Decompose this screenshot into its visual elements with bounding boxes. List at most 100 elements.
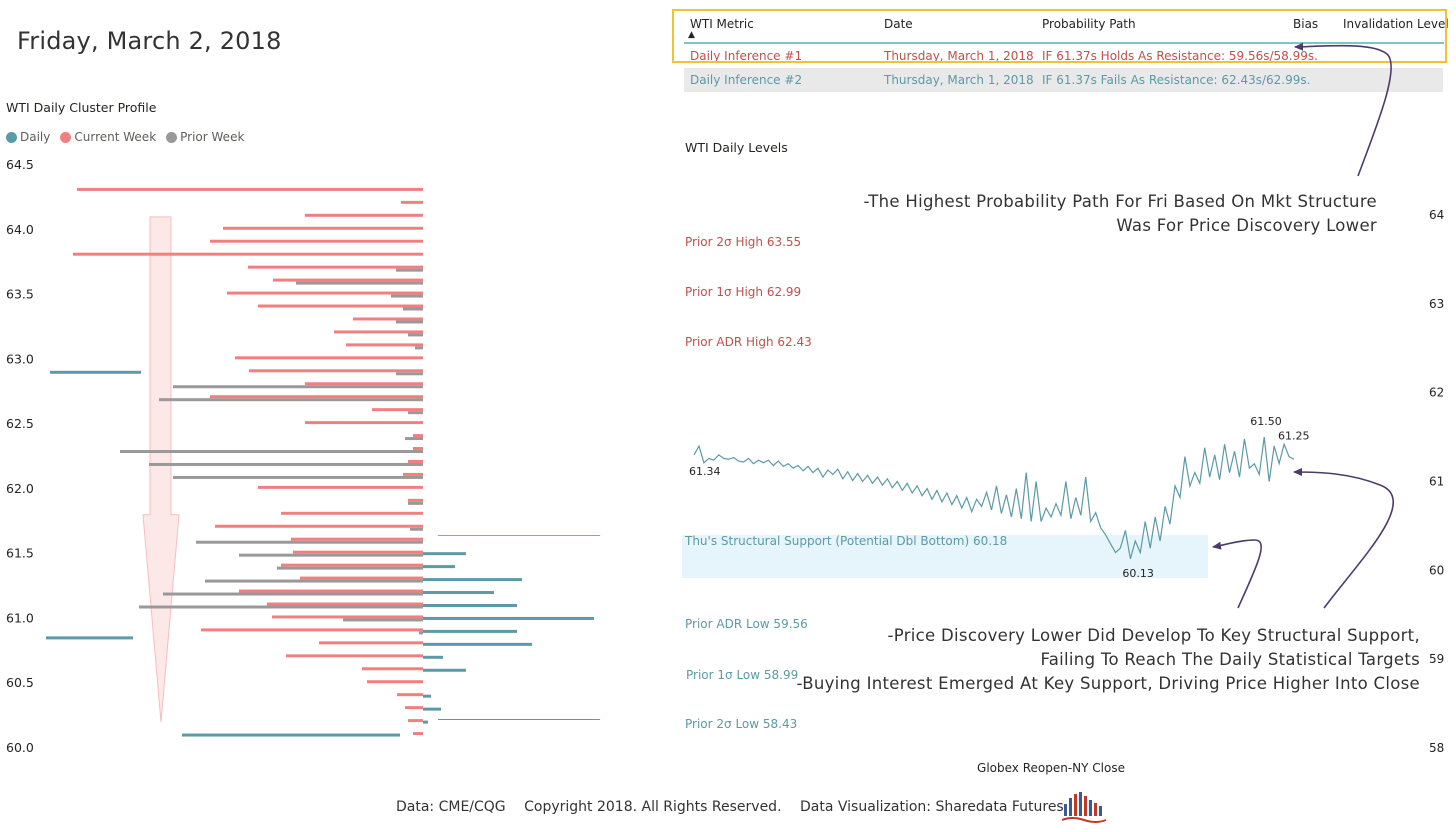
sort-ascending-icon[interactable]: ▲ <box>688 30 695 40</box>
sharedata-logo-icon <box>1061 792 1107 823</box>
legend-prior-week-label: Prior Week <box>180 130 245 144</box>
bar-current-week <box>227 291 423 295</box>
bar-prior-week <box>120 450 423 454</box>
bar-prior-week <box>408 501 423 505</box>
y-tick-label: 62 <box>1429 386 1444 400</box>
col-header-invalidation[interactable]: Invalidation Level <box>1343 17 1449 31</box>
col-header-metric[interactable]: WTI Metric <box>690 17 754 31</box>
bar-prior-week <box>415 346 423 350</box>
bar-prior-week <box>408 411 423 415</box>
bar-daily <box>423 707 441 711</box>
bar-daily <box>423 694 431 698</box>
col-header-date[interactable]: Date <box>884 17 913 31</box>
bar-current-week <box>408 459 423 463</box>
cluster-profile-title: WTI Daily Cluster Profile <box>6 100 157 115</box>
bar-current-week <box>401 200 423 204</box>
cluster-legend: Daily Current Week Prior Week <box>6 130 248 144</box>
table-row[interactable]: Daily Inference #1 Thursday, March 1, 20… <box>684 44 1444 68</box>
y-tick-label: 64.0 <box>6 222 34 237</box>
y-tick-label: 59 <box>1429 652 1444 666</box>
bar-current-week <box>397 693 423 697</box>
row-path: IF 61.37s Fails As Resistance: 62.43s/62… <box>1042 73 1311 87</box>
bar-current-week <box>408 498 423 502</box>
structural-support-zone <box>682 535 1208 578</box>
bar-prior-week <box>296 281 423 285</box>
bar-current-week <box>334 330 423 334</box>
bar-daily <box>423 578 522 582</box>
data-label: 61.50 <box>1250 415 1282 428</box>
bar-current-week <box>239 589 423 593</box>
level-label-1sd-low: Prior 1σ Low 58.99 <box>686 668 799 682</box>
level-label-1sd-high: Prior 1σ High 62.99 <box>685 285 802 299</box>
bar-prior-week <box>139 605 423 609</box>
bar-daily <box>423 591 494 595</box>
annotation-bottom-line: -Buying Interest Emerged At Key Support,… <box>796 674 1420 693</box>
footer-copyright: Copyright 2018. All Rights Reserved. <box>524 799 782 815</box>
bar-current-week <box>210 395 423 399</box>
bar-current-week <box>248 265 423 269</box>
y-tick-label: 63.0 <box>6 351 34 366</box>
y-tick-label: 62.0 <box>6 481 34 496</box>
bar-current-week <box>281 511 423 515</box>
bar-current-week <box>405 706 423 710</box>
bar-prior-week <box>149 462 423 466</box>
y-tick-label: 61.0 <box>6 610 34 625</box>
bar-current-week <box>258 485 423 489</box>
y-tick-label: 60 <box>1429 563 1444 577</box>
row-path: IF 61.37s Holds As Resistance: 59.56s/58… <box>1042 49 1318 63</box>
arrow-to-table <box>1294 42 1392 177</box>
daily-levels-title: WTI Daily Levels <box>685 140 788 155</box>
level-label-2sd-low: Prior 2σ Low 58.43 <box>685 717 798 731</box>
bar-prior-week <box>277 566 423 570</box>
row-metric: Daily Inference #1 <box>690 49 803 63</box>
footer: Data: CME/CQG Copyright 2018. All Rights… <box>396 799 1078 815</box>
bar-current-week <box>201 628 423 632</box>
bar-current-week <box>235 356 423 360</box>
bar-daily <box>46 636 133 640</box>
bar-prior-week <box>391 294 423 298</box>
bar-current-week <box>305 213 423 217</box>
bar-current-week <box>413 732 423 736</box>
y-tick-label: 61.5 <box>6 546 34 561</box>
bar-prior-week <box>405 437 423 441</box>
bar-current-week <box>372 408 423 412</box>
legend-daily[interactable]: Daily <box>6 130 50 144</box>
table-header: WTI Metric ▲ Date Probability Path Bias … <box>684 12 1449 44</box>
bar-current-week <box>403 472 423 476</box>
bar-current-week <box>223 226 423 230</box>
level-label-2sd-high: Prior 2σ High 63.55 <box>685 235 802 249</box>
col-header-bias[interactable]: Bias <box>1293 17 1319 31</box>
annotation-top: -The Highest Probability Path For Fri Ba… <box>864 190 1378 238</box>
bar-current-week <box>413 434 423 438</box>
bar-current-week <box>281 563 423 567</box>
bar-current-week <box>273 278 423 282</box>
legend-prior-week[interactable]: Prior Week <box>166 130 244 144</box>
bar-current-week <box>291 537 423 541</box>
bar-current-week <box>267 602 423 606</box>
bar-prior-week <box>419 631 423 635</box>
legend-prior-week-dot <box>166 131 178 143</box>
annotation-bottom-line: -Price Discovery Lower Did Develop To Ke… <box>887 626 1420 645</box>
bar-current-week <box>346 343 423 347</box>
col-header-path[interactable]: Probability Path <box>1042 17 1136 31</box>
legend-current-week[interactable]: Current Week <box>60 130 156 144</box>
arrow-to-close <box>1293 468 1394 609</box>
page-date-title: Friday, March 2, 2018 <box>17 27 282 55</box>
arrow-to-support <box>1212 539 1262 609</box>
y-tick-label: 60.5 <box>6 675 34 690</box>
table-row[interactable]: Daily Inference #2 Thursday, March 1, 20… <box>684 68 1443 92</box>
bar-daily <box>423 642 532 646</box>
bar-prior-week <box>396 372 423 376</box>
bar-current-week <box>353 317 423 321</box>
bar-prior-week <box>163 592 423 596</box>
bar-daily <box>423 655 443 659</box>
bar-daily <box>423 565 455 569</box>
y-tick-label: 63.5 <box>6 287 34 302</box>
bar-prior-week <box>196 540 423 544</box>
bar-daily <box>423 616 594 620</box>
bar-prior-week <box>396 268 423 272</box>
legend-current-week-label: Current Week <box>74 130 157 144</box>
legend-daily-label: Daily <box>20 130 51 144</box>
bar-daily <box>423 603 517 607</box>
